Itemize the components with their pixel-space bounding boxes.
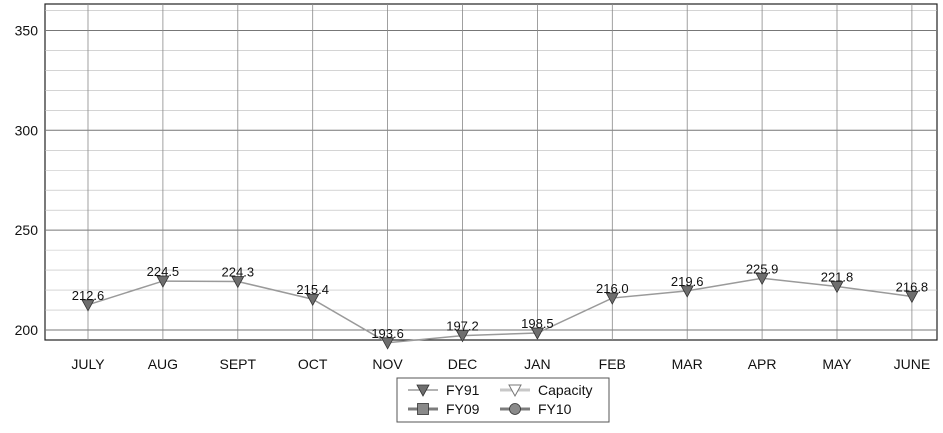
point-fy91 (231, 276, 245, 289)
point-fy91 (755, 272, 769, 286)
legend-marker-fy91 (416, 384, 430, 397)
x-tick-label: OCT (298, 356, 328, 372)
data-label-fy91: 215.4 (296, 282, 329, 297)
x-tick-label: MAY (822, 356, 852, 372)
legend-marker-fy09 (417, 403, 429, 415)
point-fy91 (605, 292, 619, 305)
point-fy91 (156, 275, 170, 288)
x-tick-label: JUNE (894, 356, 931, 372)
legend-marker-capacity (508, 384, 522, 398)
legend-label-fy91: FY91 (446, 382, 480, 398)
data-label-fy91: 219.6 (671, 274, 704, 289)
point-fy91 (306, 293, 320, 307)
point-fy91 (455, 330, 470, 343)
x-tick-label: JAN (524, 356, 550, 372)
data-label-fy91: 198.5 (521, 316, 554, 331)
x-tick-label: SEPT (220, 356, 257, 372)
data-label-fy91: 216.8 (896, 279, 929, 294)
x-tick-label: APR (748, 356, 777, 372)
legend-label-fy10: FY10 (538, 401, 572, 417)
legend-label-capacity: Capacity (538, 382, 592, 398)
x-tick-label: NOV (372, 356, 403, 372)
series-line-fy91 (87, 277, 912, 344)
legend-label-fy09: FY09 (446, 401, 480, 417)
plot-area-frame (44, 3, 938, 341)
data-label-fy91: 221.8 (821, 269, 854, 284)
legend-box (396, 377, 610, 423)
data-label-fy91: 212.6 (72, 288, 105, 303)
data-label-fy91: 224.3 (222, 264, 255, 279)
data-label-fy91: 193.6 (371, 326, 404, 341)
point-fy91 (830, 281, 844, 294)
data-label-fy91: 197.2 (446, 319, 479, 334)
y-tick-label: 350 (15, 22, 39, 38)
point-fy91 (905, 291, 919, 304)
y-tick-label: 250 (15, 222, 39, 238)
data-label-fy91: 224.5 (147, 264, 180, 279)
x-tick-label: AUG (148, 356, 178, 372)
y-tick-label: 300 (15, 122, 39, 138)
point-fy91 (81, 299, 95, 312)
x-tick-label: DEC (448, 356, 478, 372)
x-tick-label: FEB (599, 356, 626, 372)
legend-marker-fy10 (509, 403, 521, 415)
data-label-fy91: 216.0 (596, 281, 629, 296)
data-label-fy91: 225.9 (746, 261, 779, 276)
point-fy91 (530, 327, 545, 340)
point-fy91 (380, 337, 395, 350)
point-fy91 (680, 285, 694, 298)
x-tick-label: MAR (672, 356, 703, 372)
x-tick-label: JULY (71, 356, 105, 372)
y-tick-label: 200 (15, 322, 39, 338)
